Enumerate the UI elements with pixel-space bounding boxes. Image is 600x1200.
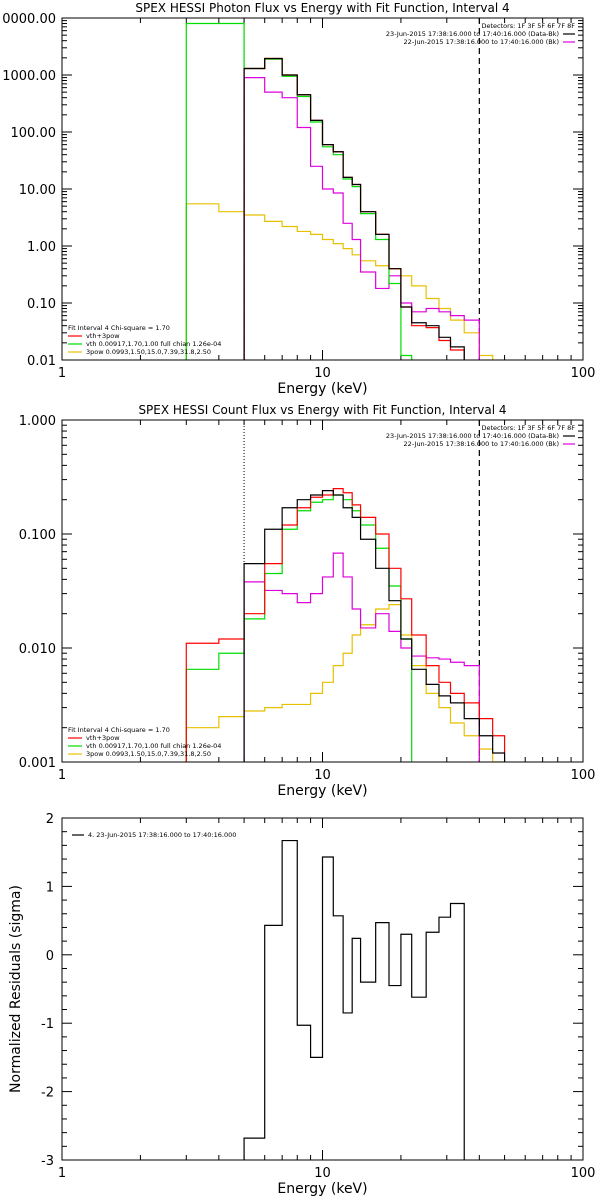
y-tick-label: 1 [46,880,54,895]
panel-2: SPEX HESSI Count Flux vs Energy with Fit… [19,403,596,799]
x-tick-label: 1 [58,366,66,381]
y-tick-label: 0.10 [27,297,56,312]
x-tick-label: 10 [314,366,331,381]
x-axis-label: Energy (keV) [277,783,367,799]
legend-entry: 23-Jun-2015 17:38:16.000 to 17:40:16.000… [386,432,559,440]
x-tick-label: 100 [571,1166,596,1181]
series-3-step-line [243,77,480,360]
y-axis-label: Normalized Residuals (sigma) [8,885,24,1093]
legend-entry: 4. 23-Jun-2015 17:38:16.000 to 17:40:16.… [88,831,236,839]
series-0-step-line [243,57,465,360]
x-tick-label: 10 [314,768,331,783]
x-axis-label: Energy (keV) [277,1181,367,1197]
legend-detectors: Detectors: 1F 3F 5F 6F 7F 8F [481,22,575,30]
y-tick-label: 0000.00 [2,12,56,27]
series-2-step-line [185,494,413,762]
y-tick-label: 2 [46,812,54,827]
series-0-step-line [243,490,506,762]
plot-frame [61,17,584,361]
y-tick-label: 1.00 [27,240,56,255]
legend-entry: 22-Jun-2015 17:38:16.000 to 17:40:16.000… [404,38,559,46]
chart-title: SPEX HESSI Photon Flux vs Energy with Fi… [135,1,509,15]
y-tick-label: 1.000 [19,414,56,429]
series-2-step-line [185,22,413,360]
series-1-step-line [185,488,506,762]
fit-legend-entry: vth+3pow [86,734,120,742]
plot-frame [61,817,584,1161]
fit-legend-entry: Fit Interval 4 Chi-square = 1.70 [68,726,170,734]
y-tick-label: 100.00 [11,126,57,141]
y-tick-label: -2 [41,1086,54,1101]
chart-title: SPEX HESSI Count Flux vs Energy with Fit… [138,403,506,417]
x-tick-label: 100 [571,768,596,783]
series-4-step-line [185,203,494,360]
panel-1: SPEX HESSI Photon Flux vs Energy with Fi… [2,1,595,397]
y-tick-label: 10.00 [19,183,56,198]
y-tick-label: -1 [41,1017,54,1032]
y-tick-label: 0.01 [27,354,56,369]
x-tick-label: 1 [58,768,66,783]
legend-entry: 23-Jun-2015 17:38:16.000 to 17:40:16.000… [386,30,559,38]
y-tick-label: 0.001 [19,756,56,771]
y-tick-label: 0.010 [19,642,56,657]
legend-entry: 22-Jun-2015 17:38:16.000 to 17:40:16.000… [404,440,559,448]
y-tick-label: 1000.00 [2,69,56,84]
fit-legend-entry: Fit Interval 4 Chi-square = 1.70 [68,324,170,332]
legend-detectors: Detectors: 1F 3F 5F 6F 7F 8F [481,424,575,432]
x-axis-label: Energy (keV) [277,381,367,397]
fit-legend-entry: vth 0.00917,1.70,1.00 full chian 1.26e-0… [86,340,221,348]
fit-legend-entry: vth 0.00917,1.70,1.00 full chian 1.26e-0… [86,742,221,750]
x-tick-label: 10 [314,1166,331,1181]
series-4-step-line [185,604,506,762]
fit-legend-entry: vth+3pow [86,332,120,340]
y-tick-label: -3 [41,1154,54,1169]
x-tick-label: 100 [571,366,596,381]
series-3-step-line [243,552,480,762]
fit-legend-entry: 3pow 0.0993,1.50,15.0,7.39,31.8,2.50 [86,750,211,758]
series-0-step-line [243,839,465,1160]
x-tick-label: 1 [58,1166,66,1181]
plot-frame [61,419,584,763]
fit-legend-entry: 3pow 0.0993,1.50,15.0,7.39,31.8,2.50 [86,348,211,356]
y-tick-label: 0.100 [19,528,56,543]
y-tick-label: 0 [46,949,54,964]
